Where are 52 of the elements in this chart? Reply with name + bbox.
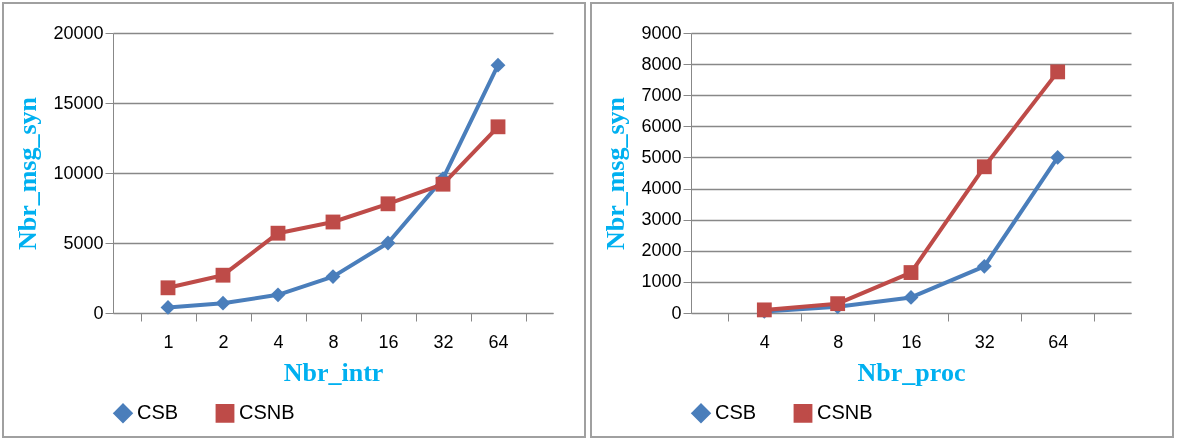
x-tick-label: 4 <box>759 331 770 352</box>
point <box>160 299 176 315</box>
y-tick-label: 7000 <box>641 84 682 105</box>
legend-label: CSNB <box>239 401 295 424</box>
legend-label: CSNB <box>817 401 873 424</box>
x-axis-title: Nbr_proc <box>857 357 966 387</box>
x-tick-label: 32 <box>974 331 995 352</box>
point <box>976 258 992 274</box>
x-tick-label: 2 <box>218 331 229 352</box>
point <box>1050 64 1066 80</box>
point <box>976 159 992 175</box>
point <box>1050 150 1066 165</box>
legend-label: CSB <box>137 401 179 424</box>
y-tick-label: 5000 <box>641 146 682 167</box>
y-tick-label: 1000 <box>641 271 682 292</box>
point <box>380 196 396 212</box>
y-axis-title: Nbr_msg_syn <box>13 96 43 251</box>
y-tick-label: 3000 <box>641 209 682 230</box>
y-tick-label: 20000 <box>53 22 104 43</box>
point <box>215 295 231 311</box>
y-tick-label: 5000 <box>63 232 104 253</box>
point <box>160 280 176 296</box>
y-tick-label: 10000 <box>53 162 104 183</box>
x-tick-label: 16 <box>901 331 922 352</box>
point <box>490 57 506 73</box>
legend-label: CSB <box>715 401 757 424</box>
point <box>490 119 506 135</box>
point <box>270 225 286 241</box>
y-tick-label: 15000 <box>53 92 104 113</box>
point <box>325 269 341 285</box>
y-tick-label: 9000 <box>641 22 682 43</box>
x-tick-label: 64 <box>488 331 509 352</box>
y-axis-title: Nbr_msg_syn <box>601 96 631 251</box>
y-tick-label: 6000 <box>641 115 682 136</box>
y-tick-label: 2000 <box>641 240 682 261</box>
y-tick-label: 4000 <box>641 178 682 199</box>
x-tick-label: 16 <box>378 331 399 352</box>
y-tick-label: 8000 <box>641 53 682 74</box>
point <box>903 265 919 280</box>
point <box>215 267 231 283</box>
y-tick-label: 0 <box>93 302 104 323</box>
x-tick-label: 32 <box>433 331 454 352</box>
x-axis-title: Nbr_intr <box>283 357 384 387</box>
y-tick-label: 0 <box>671 302 682 323</box>
point <box>270 287 286 303</box>
point <box>380 235 396 251</box>
x-tick-label: 4 <box>273 331 284 352</box>
x-tick-label: 1 <box>163 331 174 352</box>
x-tick-label: 8 <box>833 331 844 352</box>
point <box>435 176 451 192</box>
x-tick-label: 8 <box>328 331 339 352</box>
x-tick-label: 64 <box>1048 331 1069 352</box>
